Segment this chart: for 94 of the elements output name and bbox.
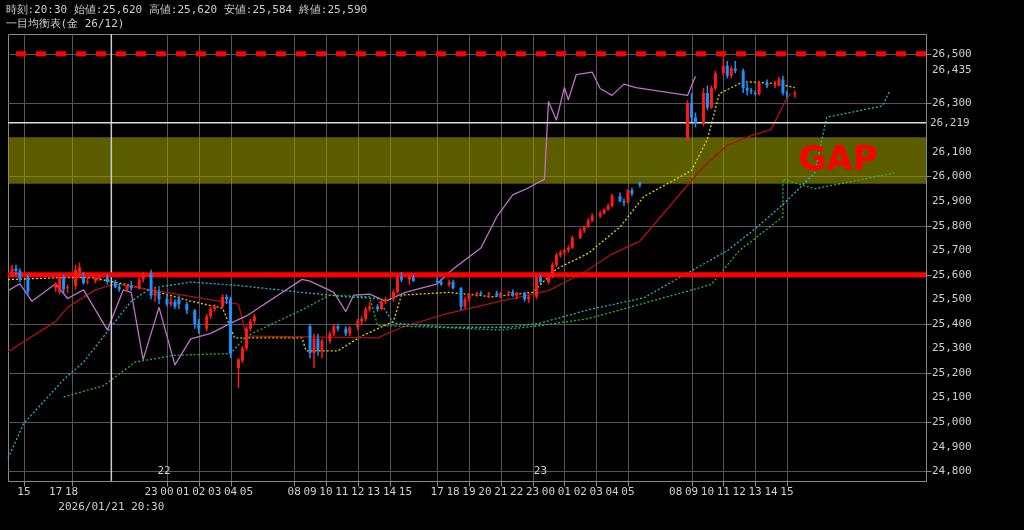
x-tick-label: 12	[732, 485, 746, 498]
x-tick-label: 20	[478, 485, 492, 498]
x-tick-label: 14	[764, 485, 779, 498]
y-tick-label: 25,000	[932, 415, 972, 429]
candlestick	[62, 273, 66, 294]
x-tick-label: 11	[716, 485, 730, 498]
candlestick	[741, 67, 745, 94]
candlestick	[312, 332, 316, 369]
x-tick-label: 22	[510, 485, 524, 498]
candlestick	[193, 308, 197, 330]
candlestick	[690, 92, 694, 124]
x-tick-label: 10	[700, 485, 715, 498]
ref-line-label: 2026/01/21 20:30	[58, 500, 165, 513]
x-tick-label: 19	[462, 485, 476, 498]
x-tick-label: 00	[160, 485, 174, 498]
x-tick-label: 09	[684, 485, 699, 498]
x-tick-label: 23	[144, 485, 158, 498]
x-tick-label: 00	[541, 485, 556, 498]
x-tick-label: 18	[64, 485, 79, 498]
candlestick	[459, 286, 463, 312]
y-tick-label: 25,800	[932, 218, 972, 232]
candlestick	[26, 273, 30, 297]
annotation: 22	[157, 464, 171, 477]
candlestick	[153, 286, 157, 303]
x-tick-label: 03	[589, 485, 603, 498]
candlestick	[74, 264, 78, 291]
x-tick-label: 05	[239, 485, 254, 498]
ref-line-label: 26,219	[930, 115, 970, 129]
chart-title: 時刻:20:30 始値:25,620 高値:25,620 安値:25,584 終値:25,590	[5, 3, 368, 17]
x-tick-label: 15	[398, 485, 413, 498]
candlestick	[539, 273, 543, 286]
candlestick	[149, 269, 153, 300]
x-tick-label: 12	[351, 485, 365, 498]
candlestick	[765, 78, 769, 89]
x-tick-label: 09	[303, 485, 317, 498]
y-tick-label: 25,700	[932, 243, 972, 257]
x-tick-label: 08	[287, 485, 301, 498]
x-tick-label: 04	[223, 485, 238, 498]
x-tick-label: 15	[780, 485, 794, 498]
x-tick-label: 14	[382, 485, 397, 498]
x-tick-label: 17	[430, 485, 444, 498]
candlestick	[244, 325, 248, 352]
y-tick-label: 25,200	[932, 365, 972, 379]
candlestick	[773, 79, 777, 89]
line-series	[62, 172, 895, 398]
candlestick	[82, 271, 86, 286]
y-tick-label: 26,000	[932, 169, 972, 183]
x-tick-label: 01	[557, 485, 571, 498]
candlestick	[395, 273, 399, 296]
x-tick-label: 17	[49, 485, 63, 498]
y-tick-label: 26,100	[932, 144, 972, 158]
x-tick-label: 02	[573, 485, 587, 498]
x-tick-label: 05	[621, 485, 635, 498]
candlestick	[694, 111, 698, 129]
candlestick	[713, 70, 717, 92]
y-tick-label: 25,400	[932, 316, 972, 330]
x-tick-label: 03	[208, 485, 222, 498]
y-tick-label: 25,100	[932, 390, 972, 404]
candlestick	[781, 75, 785, 97]
candlestick	[439, 277, 443, 287]
x-tick-label: 18	[446, 485, 460, 498]
x-tick-label: 15	[17, 485, 31, 498]
line-series	[7, 71, 697, 366]
candlestick	[705, 84, 709, 111]
candlestick	[709, 84, 713, 110]
candlestick	[58, 273, 62, 296]
y-tick-label: 26,500	[932, 46, 972, 60]
candlestick	[733, 60, 737, 75]
x-tick-label: 13	[366, 485, 381, 498]
y-tick-label: 25,500	[932, 292, 972, 306]
x-tick-label: 08	[669, 485, 683, 498]
candlestick	[320, 337, 324, 359]
x-tick-label: 10	[319, 485, 333, 498]
y-tick-label: 25,900	[932, 194, 972, 208]
y-tick-label: 24,800	[932, 464, 972, 478]
y-tick-label: 25,600	[932, 267, 972, 281]
x-tick-label: 21	[494, 485, 508, 498]
annotation: 23	[533, 464, 548, 477]
x-tick-label: 13	[748, 485, 762, 498]
y-tick-label: 26,300	[932, 95, 972, 109]
line-series	[7, 89, 891, 459]
candlestick	[535, 273, 539, 300]
x-tick-label: 04	[605, 485, 620, 498]
y-tick-label: 25,300	[932, 341, 972, 355]
x-tick-label: 23	[525, 485, 540, 498]
x-tick-label: 11	[335, 485, 349, 498]
candlestick	[316, 332, 320, 357]
y-tick-label: 26,435	[932, 62, 972, 76]
chart-subtitle: 一目均衡表(金 26/12)	[5, 17, 125, 31]
x-tick-label: 01	[176, 485, 190, 498]
x-tick-label: 02	[192, 485, 206, 498]
candlestick	[391, 288, 395, 303]
y-tick-label: 24,900	[932, 439, 972, 453]
band-label: GAP	[798, 138, 878, 179]
